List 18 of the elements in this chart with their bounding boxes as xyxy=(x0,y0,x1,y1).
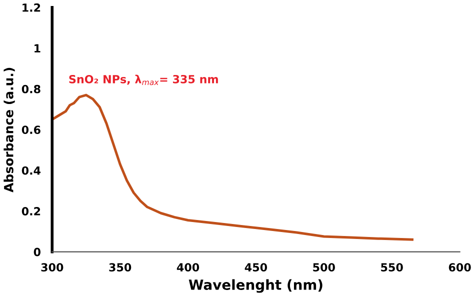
x-tick-label: 500 xyxy=(313,263,335,272)
annotation: SnO₂ NPs, λ$_{max}$= 335 nm xyxy=(69,74,218,86)
x-tick-label: 550 xyxy=(381,263,403,272)
y-tick-label: 1 xyxy=(34,44,40,52)
y-tick-label: 0.6 xyxy=(22,126,40,134)
x-tick-label: 450 xyxy=(244,263,268,272)
y-tick-label: 0.4 xyxy=(22,166,41,175)
x-tick-label: 300 xyxy=(41,263,64,272)
line-series xyxy=(52,94,414,241)
y-axis-title: Absorbance (a.u.) xyxy=(4,68,15,192)
y-tick-label: 0.2 xyxy=(22,207,40,216)
y-tick-label: 0.8 xyxy=(22,84,40,94)
x-tick-label: 400 xyxy=(176,263,200,272)
x-axis-title: Wavelenght (nm) xyxy=(188,279,322,293)
x-tick-label: 600 xyxy=(448,263,471,272)
x-tick-label: 350 xyxy=(109,263,132,272)
y-tick-label: 1.2 xyxy=(22,3,40,12)
y-tick-label: 0 xyxy=(34,248,40,256)
